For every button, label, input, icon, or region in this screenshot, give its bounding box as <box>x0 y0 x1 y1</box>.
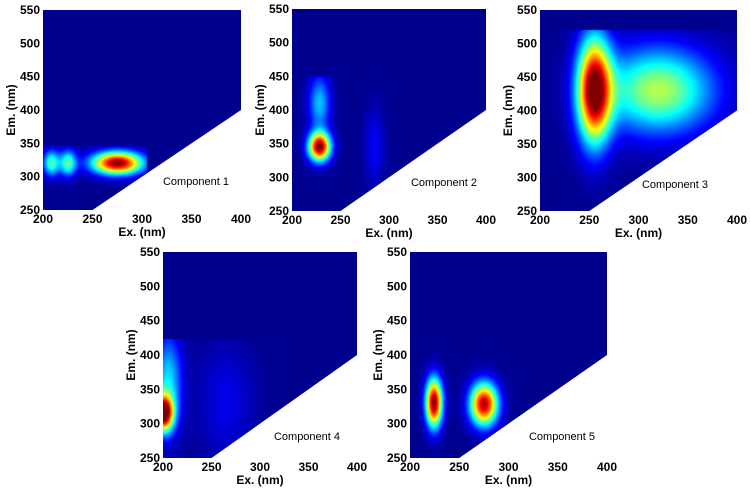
x-tick-label: 400 <box>476 213 496 227</box>
x-axis-label: Ex. (nm) <box>615 226 662 240</box>
eem-panel-5: 200 250 300 350 400250300350400450500550Ex. … <box>371 245 617 487</box>
x-tick-label: 200 <box>530 213 550 227</box>
scatter-mask <box>459 355 607 458</box>
y-tick-label: 250 <box>140 451 160 465</box>
scatter-mask <box>340 110 486 211</box>
y-tick-label: 400 <box>269 103 289 117</box>
y-axis-label: Em. (nm) <box>501 85 515 136</box>
x-tick-label: 350 <box>298 460 318 474</box>
eem-panel-4: 200 250 300 350 400250300350400450500550Ex. … <box>124 245 367 487</box>
x-axis-label: Ex. (nm) <box>118 225 165 239</box>
y-tick-label: 450 <box>517 70 537 84</box>
y-tick-label: 350 <box>269 137 289 151</box>
x-tick-label: 200 <box>153 460 173 474</box>
component-label: Component 3 <box>642 179 708 191</box>
component-label: Component 2 <box>411 177 477 189</box>
y-tick-label: 400 <box>387 348 407 362</box>
y-tick-label: 500 <box>269 36 289 50</box>
y-tick-label: 550 <box>517 3 537 17</box>
y-tick-label: 400 <box>517 104 537 118</box>
x-tick-label: 400 <box>347 460 367 474</box>
y-tick-label: 550 <box>269 2 289 16</box>
x-tick-label: 250 <box>330 213 350 227</box>
eem-panel-1: 200 250 300 350 400250300350400450500550Ex. … <box>4 3 251 239</box>
y-tick-label: 300 <box>387 417 407 431</box>
x-tick-label: 300 <box>628 213 648 227</box>
y-tick-label: 400 <box>140 348 160 362</box>
x-tick-label: 300 <box>379 213 399 227</box>
x-tick-label: 250 <box>201 460 221 474</box>
x-axis-label: Ex. (nm) <box>365 226 412 240</box>
y-tick-label: 450 <box>269 69 289 83</box>
x-tick-label: 300 <box>132 212 152 226</box>
x-tick-label: 250 <box>82 212 102 226</box>
y-tick-label: 300 <box>269 170 289 184</box>
y-tick-label: 300 <box>20 170 40 184</box>
y-axis-label: Em. (nm) <box>253 84 267 135</box>
x-tick-label: 300 <box>250 460 270 474</box>
y-axis-label: Em. (nm) <box>371 329 385 380</box>
y-tick-label: 350 <box>20 136 40 150</box>
y-tick-label: 300 <box>140 417 160 431</box>
x-tick-label: 250 <box>579 213 599 227</box>
x-tick-label: 350 <box>548 460 568 474</box>
x-tick-label: 400 <box>597 460 617 474</box>
y-tick-label: 400 <box>20 103 40 117</box>
y-tick-label: 450 <box>387 314 407 328</box>
y-tick-label: 550 <box>140 245 160 259</box>
x-axis-label: Ex. (nm) <box>236 473 283 487</box>
x-tick-label: 350 <box>181 212 201 226</box>
y-tick-label: 500 <box>517 37 537 51</box>
x-tick-label: 250 <box>449 460 469 474</box>
y-tick-label: 300 <box>517 171 537 185</box>
y-tick-label: 450 <box>20 70 40 84</box>
eem-panel-2: 200 250 300 350 400250300350400450500550Ex. … <box>253 2 496 240</box>
y-tick-label: 350 <box>517 137 537 151</box>
x-tick-label: 300 <box>498 460 518 474</box>
y-axis-label: Em. (nm) <box>124 329 138 380</box>
x-tick-label: 200 <box>282 213 302 227</box>
y-tick-label: 250 <box>20 203 40 217</box>
x-tick-label: 400 <box>727 213 747 227</box>
y-tick-label: 350 <box>387 382 407 396</box>
scatter-mask <box>92 110 241 210</box>
y-tick-label: 500 <box>20 36 40 50</box>
x-axis-label: Ex. (nm) <box>485 473 532 487</box>
y-tick-label: 550 <box>387 245 407 259</box>
eem-panel-3: 200 250 300 350 400250300350400450500550Ex. … <box>501 3 747 240</box>
x-tick-label: 400 <box>231 212 251 226</box>
scatter-mask <box>589 110 737 211</box>
x-tick-label: 350 <box>427 213 447 227</box>
y-tick-label: 500 <box>387 279 407 293</box>
y-tick-label: 250 <box>387 451 407 465</box>
y-tick-label: 350 <box>140 382 160 396</box>
y-tick-label: 550 <box>20 3 40 17</box>
component-label: Component 5 <box>529 431 595 443</box>
scatter-mask <box>211 355 357 458</box>
x-tick-label: 200 <box>33 212 53 226</box>
y-tick-label: 250 <box>269 204 289 218</box>
y-tick-label: 450 <box>140 314 160 328</box>
x-tick-label: 200 <box>400 460 420 474</box>
y-tick-label: 250 <box>517 204 537 218</box>
component-label: Component 1 <box>163 176 229 188</box>
y-axis-label: Em. (nm) <box>4 84 18 135</box>
x-tick-label: 350 <box>678 213 698 227</box>
component-label: Component 4 <box>274 431 340 443</box>
y-tick-label: 500 <box>140 279 160 293</box>
